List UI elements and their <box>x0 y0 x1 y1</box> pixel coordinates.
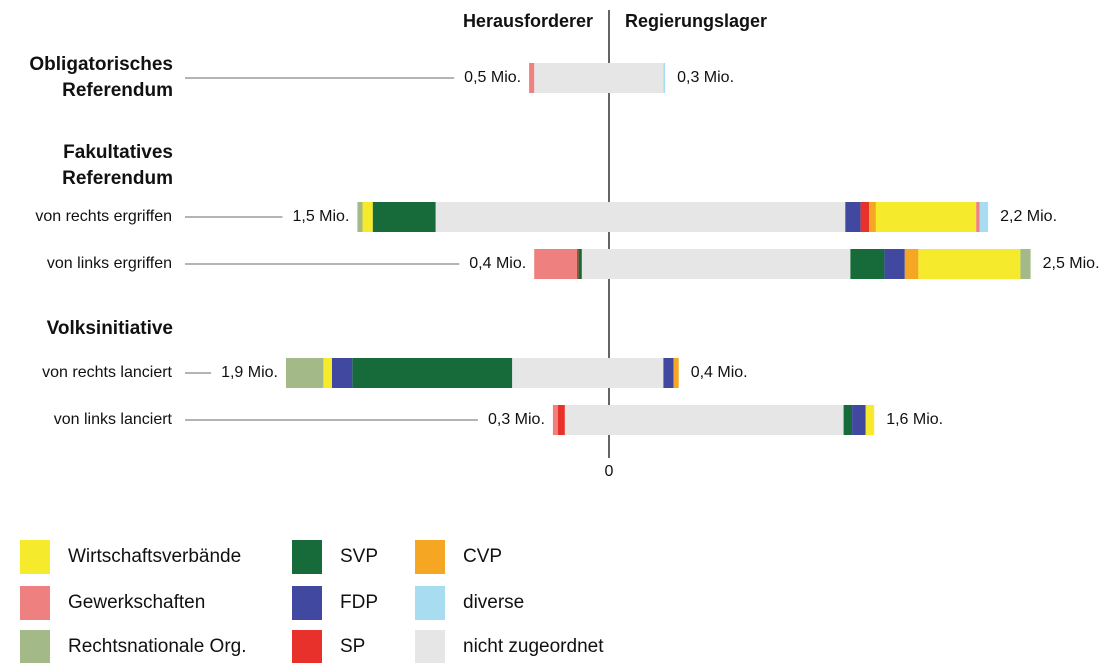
bar-segment <box>609 249 851 279</box>
total-label: 0,5 Mio. <box>464 69 521 86</box>
bar-segment <box>323 358 332 388</box>
total-label: 1,5 Mio. <box>292 208 349 225</box>
legend-swatch <box>292 586 322 620</box>
bar-segment <box>435 202 609 232</box>
legend-swatch <box>292 540 322 574</box>
legend-label: Wirtschaftsverbände <box>68 546 241 567</box>
bar-segment <box>852 405 866 435</box>
legend-swatch <box>415 540 445 574</box>
bar-segment <box>564 405 609 435</box>
bar-segment <box>1020 249 1031 279</box>
bar-segment <box>869 202 876 232</box>
bar-segment <box>884 249 905 279</box>
total-label: 2,2 Mio. <box>1000 208 1057 225</box>
bar-segment <box>331 358 353 388</box>
legend-label: Gewerkschaften <box>68 592 205 613</box>
total-label: 0,3 Mio. <box>677 69 734 86</box>
bar-segment <box>663 358 674 388</box>
category-label: von links lanciert <box>54 411 173 428</box>
category-label: von rechts ergriffen <box>35 208 172 225</box>
bar-segment <box>663 63 666 93</box>
legend-swatch <box>415 630 445 663</box>
legend-label: SVP <box>340 546 378 567</box>
header-right: Regierungslager <box>625 11 767 31</box>
legend-label: SP <box>340 636 365 657</box>
bar-segment <box>558 405 565 435</box>
group-heading: Volksinitiative <box>46 318 173 339</box>
bar-segment <box>576 249 579 279</box>
total-label: 0,4 Mio. <box>469 255 526 272</box>
bar-segment <box>609 405 844 435</box>
bar-segment <box>357 202 363 232</box>
total-label: 0,4 Mio. <box>691 364 748 381</box>
bar-segment <box>609 358 664 388</box>
legend-swatch <box>415 586 445 620</box>
bar-segment <box>286 358 324 388</box>
category-heading: Obligatorisches Referendum <box>29 54 173 101</box>
bar-segment <box>845 202 861 232</box>
total-label: 0,3 Mio. <box>488 411 545 428</box>
bar-segment <box>673 358 679 388</box>
bar-segment <box>850 249 885 279</box>
category-label: von rechts lanciert <box>42 364 172 381</box>
bar-segment <box>581 249 609 279</box>
x-tick-label: 0 <box>605 463 614 480</box>
bar-segment <box>875 202 977 232</box>
header-left: Herausforderer <box>463 11 593 31</box>
bar-segment <box>904 249 919 279</box>
bar-segment <box>362 202 373 232</box>
bar-segment <box>609 202 846 232</box>
legend-label: FDP <box>340 592 378 613</box>
legend-label: nicht zugeordnet <box>463 636 604 657</box>
total-label: 1,6 Mio. <box>886 411 943 428</box>
bar-segment <box>860 202 870 232</box>
bar-segment <box>529 63 535 93</box>
legend-swatch <box>292 630 322 663</box>
legend-label: Rechtsnationale Org. <box>68 636 247 657</box>
bar-segment <box>372 202 436 232</box>
bar-segment <box>552 405 558 435</box>
total-label: 2,5 Mio. <box>1043 255 1100 272</box>
bar-segment <box>918 249 1021 279</box>
bar-segment <box>534 63 609 93</box>
bar-segment <box>534 249 577 279</box>
legend-label: diverse <box>463 592 524 613</box>
bar-segment <box>352 358 513 388</box>
bar-segment <box>578 249 582 279</box>
category-label: von links ergriffen <box>47 255 172 272</box>
legend-swatch <box>20 586 50 620</box>
legend-swatch <box>20 630 50 663</box>
legend-label: CVP <box>463 546 502 567</box>
legend-swatch <box>20 540 50 574</box>
total-label: 1,9 Mio. <box>221 364 278 381</box>
bar-segment <box>843 405 853 435</box>
bar-segment <box>609 63 664 93</box>
bar-segment <box>865 405 875 435</box>
bar-segment <box>979 202 989 232</box>
bar-segment <box>976 202 980 232</box>
bar-segment <box>512 358 609 388</box>
group-heading: Fakultatives Referendum <box>62 142 173 189</box>
